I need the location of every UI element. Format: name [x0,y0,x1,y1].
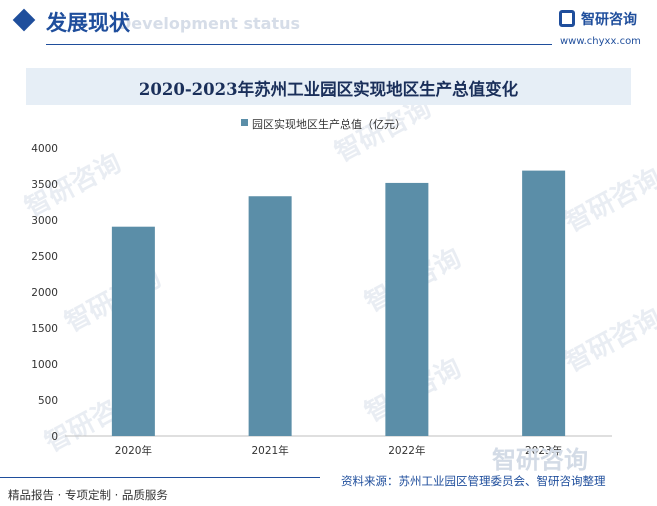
header-divider [46,44,552,45]
y-tick-label: 3000 [31,215,58,227]
bar [248,196,292,436]
y-tick-label: 3500 [31,179,58,191]
footer-divider [0,477,320,478]
y-tick-label: 2000 [31,287,58,299]
x-tick-label: 2023年 [525,444,562,457]
x-tick-label: 2021年 [252,444,289,457]
logo-name: 智研咨询 [581,12,637,28]
bar [385,182,429,436]
y-tick-label: 0 [51,431,58,443]
legend-label: 园区实现地区生产总值（亿元） [252,118,406,131]
section-ghost-title: Development status [118,14,301,33]
chart-title: 2020-2023年苏州工业园区实现地区生产总值变化 [138,80,519,99]
y-tick-label: 1500 [31,323,58,335]
y-tick-label: 500 [38,395,58,407]
section-header: Development status 发展现状 智研咨询 www.chyxx.c… [0,0,657,47]
section-title: 发展现状 [46,10,130,35]
bar [522,170,566,436]
logo-icon [559,10,575,27]
y-tick-label: 2500 [31,251,58,263]
y-tick-label: 1000 [31,359,58,371]
logo-url: www.chyxx.com [560,36,641,47]
footer-tagline: 精品报告 · 专项定制 · 品质服务 [8,488,168,502]
footer-watermark: 智研咨询 [492,446,588,474]
y-tick-label: 4000 [31,143,58,155]
data-source: 资料来源：苏州工业园区管理委员会、智研咨询整理 [341,474,606,488]
legend-swatch [241,119,248,126]
chart-title-band: 2020-2023年苏州工业园区实现地区生产总值变化 [26,68,631,105]
bar [111,226,155,436]
x-tick-label: 2022年 [388,444,425,457]
x-tick-label: 2020年 [115,444,152,457]
